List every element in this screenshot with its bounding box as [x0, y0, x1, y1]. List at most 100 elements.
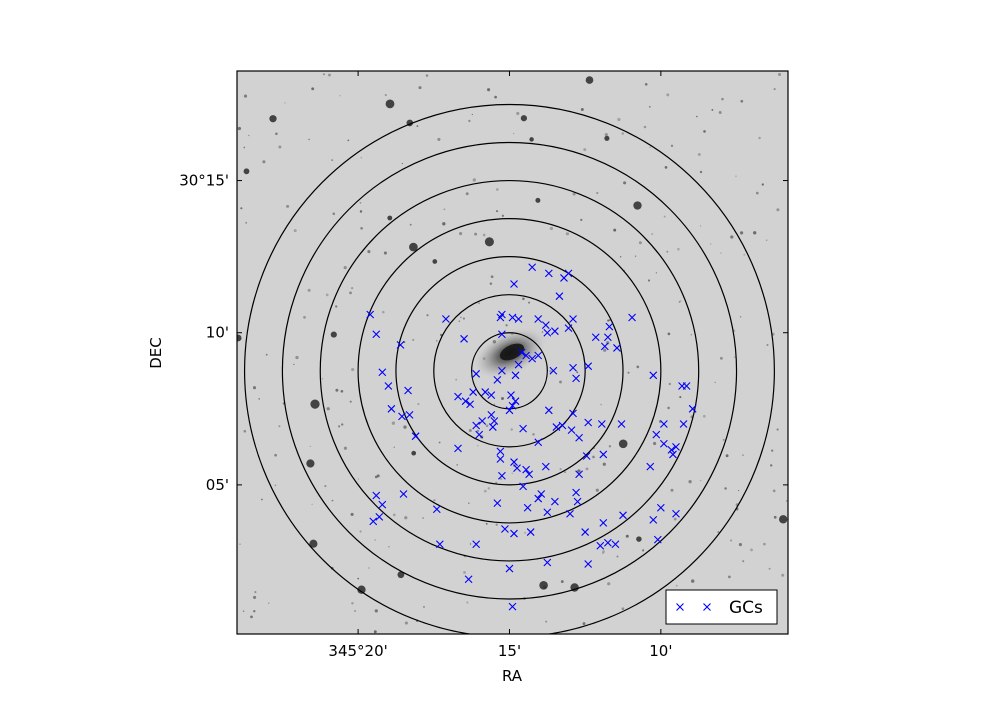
- background-star: [703, 130, 706, 133]
- background-star: [274, 453, 277, 457]
- background-star: [286, 204, 290, 208]
- background-star: [455, 378, 458, 381]
- gc-point: [584, 418, 593, 427]
- gc-point: [541, 462, 550, 471]
- background-star: [625, 534, 629, 538]
- gc-point: [672, 442, 680, 451]
- background-star: [580, 218, 583, 222]
- background-star: [393, 446, 395, 448]
- background-star: [243, 168, 250, 175]
- aperture-circle: [281, 141, 738, 600]
- background-star: [474, 232, 478, 236]
- gc-point: [544, 269, 553, 278]
- gc-point: [435, 540, 444, 549]
- background-star: [638, 241, 642, 245]
- background-star: [293, 363, 295, 366]
- gc-point: [652, 430, 661, 439]
- background-star: [261, 498, 263, 501]
- background-star: [309, 539, 318, 548]
- background-star: [376, 474, 380, 478]
- gc-point: [600, 342, 609, 351]
- background-star: [761, 183, 764, 186]
- background-star: [677, 247, 680, 251]
- background-star: [572, 192, 576, 196]
- background-star: [484, 237, 494, 247]
- background-star: [675, 584, 678, 587]
- gc-point: [505, 564, 514, 573]
- gc-point: [599, 519, 608, 527]
- gc-point: [519, 482, 527, 491]
- background-star: [663, 215, 666, 218]
- gc-point: [508, 602, 517, 611]
- background-star: [384, 93, 387, 97]
- background-star: [596, 191, 599, 195]
- background-star: [360, 227, 363, 230]
- background-star: [237, 334, 242, 342]
- gc-point: [649, 371, 658, 380]
- gc-point: [555, 292, 564, 301]
- background-star: [720, 252, 722, 254]
- gc-point: [543, 328, 552, 337]
- background-star: [374, 539, 376, 541]
- gc-point: [487, 410, 496, 419]
- background-star: [483, 489, 487, 493]
- background-star: [265, 353, 268, 356]
- background-star: [462, 317, 465, 320]
- gc-point: [387, 404, 396, 413]
- background-star: [274, 484, 277, 487]
- background-star: [425, 74, 429, 77]
- gc-point: [496, 313, 505, 322]
- background-star: [351, 602, 354, 605]
- background-star: [582, 622, 586, 626]
- background-star: [331, 499, 334, 502]
- background-star: [528, 301, 531, 304]
- gc-point: [372, 491, 381, 500]
- background-star: [559, 380, 562, 384]
- background-star: [311, 87, 315, 91]
- background-star: [739, 316, 742, 318]
- background-star: [719, 356, 723, 360]
- gc-point: [659, 420, 668, 428]
- background-star: [326, 407, 330, 411]
- gc-point: [646, 462, 655, 471]
- background-star: [311, 503, 313, 505]
- gc-point: [526, 528, 535, 536]
- background-star: [725, 454, 729, 458]
- background-star: [688, 480, 692, 484]
- background-star: [308, 138, 310, 141]
- background-star: [576, 371, 579, 374]
- background-star: [339, 95, 341, 97]
- gc-point: [649, 515, 658, 524]
- background-star: [307, 288, 311, 292]
- background-star: [258, 398, 261, 400]
- background-star: [613, 228, 617, 232]
- background-star: [341, 423, 344, 426]
- background-star: [416, 125, 419, 127]
- background-star: [278, 145, 282, 149]
- background-star: [776, 428, 779, 431]
- gc-point: [411, 432, 420, 441]
- background-star: [781, 573, 785, 577]
- background-star: [433, 499, 436, 502]
- gc-point: [541, 321, 550, 329]
- background-star: [643, 125, 647, 129]
- gc-point: [472, 540, 481, 549]
- gc-point: [523, 503, 532, 512]
- background-star: [592, 455, 595, 459]
- background-star: [392, 513, 396, 517]
- background-star: [422, 517, 424, 519]
- background-star: [604, 135, 610, 141]
- background-star: [520, 115, 528, 122]
- gc-point: [617, 420, 626, 428]
- background-star: [243, 146, 246, 149]
- background-star: [652, 441, 657, 446]
- background-star: [418, 86, 422, 90]
- legend: GCs: [665, 589, 778, 625]
- background-star: [423, 605, 425, 608]
- aperture-circle: [357, 217, 662, 524]
- background-star: [476, 429, 480, 433]
- gc-point: [372, 330, 381, 339]
- background-star: [253, 610, 256, 613]
- gc-point: [496, 455, 505, 463]
- gc-point: [605, 322, 614, 331]
